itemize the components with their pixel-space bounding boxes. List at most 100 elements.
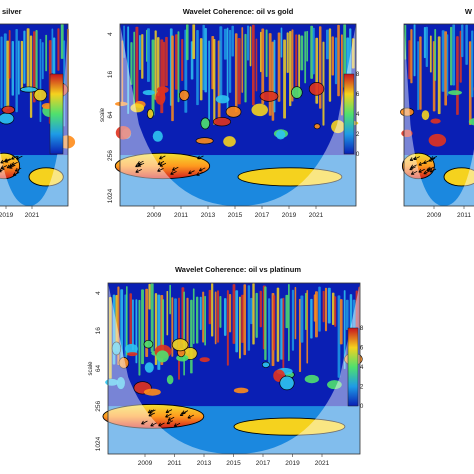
coherence-streak xyxy=(202,24,205,91)
coherence-region xyxy=(195,137,214,145)
coherence-streak xyxy=(165,36,168,87)
coherence-streak xyxy=(268,298,271,367)
coherence-streak xyxy=(324,287,328,332)
phase-arrow xyxy=(135,163,142,168)
x-tick-label: 2021 xyxy=(315,460,330,467)
coherence-region xyxy=(327,380,342,390)
coherence-streak xyxy=(355,290,358,328)
colorbar-tick-label: 6 xyxy=(360,346,364,352)
coherence-streak xyxy=(20,40,24,91)
coherence-streak xyxy=(331,36,334,76)
coherence-streak xyxy=(51,28,54,74)
colorbar-tick-label: 0 xyxy=(356,152,360,158)
coherence-streak xyxy=(0,36,3,109)
phase-arrow xyxy=(157,161,165,165)
coherence-region xyxy=(1,105,16,114)
coherence-streak xyxy=(139,34,141,71)
coherence-streak xyxy=(452,24,456,86)
coherence-streak xyxy=(351,38,355,69)
coherence-region xyxy=(111,341,122,356)
coherence-streak xyxy=(261,28,265,104)
coherence-region xyxy=(291,86,303,99)
coherence-streak xyxy=(289,30,292,107)
coherence-streak xyxy=(310,298,313,339)
coherence-streak xyxy=(199,38,203,101)
coherence-streak xyxy=(148,283,151,310)
coherence-streak xyxy=(186,297,189,354)
phase-arrow xyxy=(14,167,22,172)
coherence-streak xyxy=(35,30,38,95)
coherence-streak xyxy=(300,295,304,343)
x-tick-label: 2017 xyxy=(255,212,270,219)
coherence-streak xyxy=(255,38,258,92)
coherence-streak xyxy=(273,39,276,113)
phase-arrow xyxy=(171,166,179,171)
coherence-region xyxy=(261,361,270,368)
panel-title: W xyxy=(465,7,473,16)
coherence-streak xyxy=(39,38,42,123)
plot-frame xyxy=(107,282,361,455)
coherence-streak xyxy=(259,31,262,73)
coherence-streak xyxy=(328,28,332,102)
plot-frame xyxy=(119,23,357,207)
coherence-streak xyxy=(235,290,239,353)
colorbar xyxy=(49,73,64,155)
cone-of-influence-right xyxy=(234,283,360,454)
coherence-region xyxy=(428,133,447,147)
x-tick-label: 2019 xyxy=(282,212,297,219)
coherence-streak xyxy=(211,283,214,337)
coherence-streak xyxy=(471,30,474,98)
y-tick-label: 16 xyxy=(95,327,102,335)
coherence-region xyxy=(130,103,145,113)
x-tick-label: 2009 xyxy=(147,212,162,219)
y-tick-label: 1024 xyxy=(95,436,102,451)
coherence-streak xyxy=(343,290,346,370)
coherence-streak xyxy=(18,40,20,95)
coherence-streak xyxy=(294,286,297,340)
phase-arrow xyxy=(0,168,5,173)
cone-of-influence-left xyxy=(108,283,234,454)
coherence-streak xyxy=(441,30,445,92)
coherence-streak xyxy=(166,290,169,336)
coherence-streak xyxy=(461,24,464,58)
y-tick-label: 256 xyxy=(95,400,102,411)
x-tick-label: 2011 xyxy=(457,212,471,219)
phase-arrow xyxy=(410,170,418,175)
colorbar-tick-label: 8 xyxy=(356,72,360,78)
coherence-region xyxy=(171,338,189,352)
x-tick-label: 2017 xyxy=(256,460,271,467)
coherence-streak xyxy=(208,40,210,120)
significant-region xyxy=(102,403,205,429)
colorbar-tick-label: 0 xyxy=(360,404,364,410)
coherence-streak xyxy=(41,42,44,80)
coherence-streak xyxy=(226,27,229,116)
coherence-streak xyxy=(244,33,247,103)
coherence-streak xyxy=(162,41,165,101)
phase-arrow xyxy=(9,163,16,167)
cone-of-influence-right xyxy=(238,24,356,206)
coherence-streak xyxy=(138,299,141,376)
coherence-streak xyxy=(126,286,128,356)
coherence-streak xyxy=(175,34,178,90)
coherence-streak xyxy=(204,28,207,93)
coherence-streak xyxy=(177,31,180,103)
coherence-streak xyxy=(196,30,199,106)
coherence-region xyxy=(156,350,169,363)
phase-arrow xyxy=(141,420,148,425)
phase-arrow xyxy=(197,155,204,160)
significant-region xyxy=(443,167,474,187)
coherence-streak xyxy=(285,294,289,329)
coherence-streak xyxy=(265,29,268,77)
phase-arrow xyxy=(423,170,430,175)
x-tick-label: 2015 xyxy=(228,212,243,219)
coherence-streak xyxy=(250,297,253,325)
coherence-streak xyxy=(183,291,185,376)
phase-arrow xyxy=(410,164,417,169)
phase-arrow xyxy=(187,414,195,419)
coherence-streak xyxy=(444,31,448,106)
coherence-streak xyxy=(358,286,360,329)
coherence-region xyxy=(115,101,128,107)
y-tick-label: 1024 xyxy=(107,188,114,203)
